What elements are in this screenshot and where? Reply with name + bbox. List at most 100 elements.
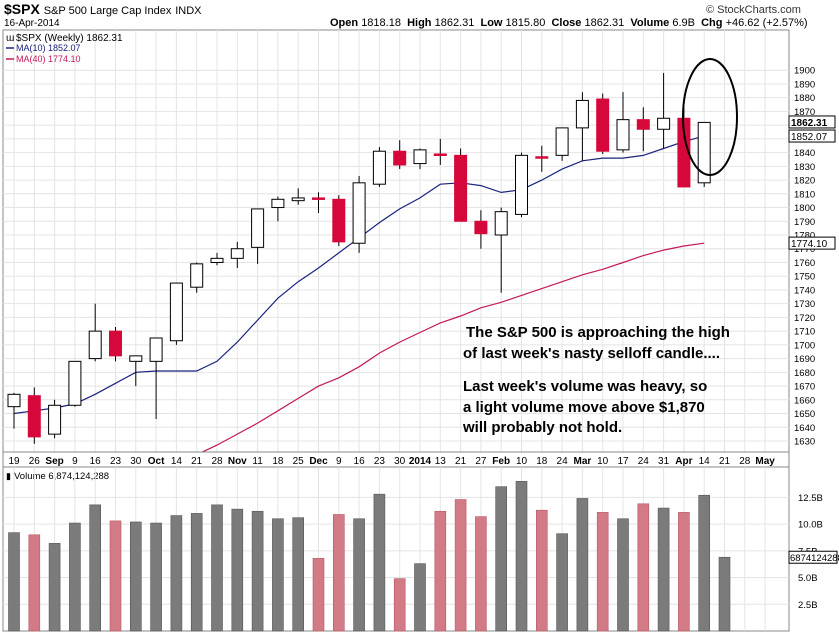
x-tick-label: 21 bbox=[191, 456, 203, 467]
x-tick-label: 21 bbox=[455, 456, 467, 467]
candle bbox=[474, 210, 488, 249]
price-tags: 1862.31 1852.07 1774.10 bbox=[788, 115, 836, 250]
price-tick-label: 1800 bbox=[794, 203, 815, 214]
candle bbox=[230, 241, 244, 268]
volume-bar bbox=[190, 513, 203, 632]
x-tick-label: 16 bbox=[90, 456, 102, 467]
candle bbox=[555, 127, 569, 161]
legend: ɯ $SPX (Weekly) 1862.31 MA(10) 1852.07 M… bbox=[6, 33, 123, 64]
x-tick-label: Apr bbox=[675, 456, 692, 467]
price-gridlines bbox=[3, 30, 789, 452]
annotation-line-1: The S&P 500 is approaching the high bbox=[466, 324, 730, 341]
volume-bar bbox=[475, 516, 487, 632]
candle bbox=[535, 145, 549, 172]
candle-body bbox=[109, 330, 122, 357]
candle-body bbox=[149, 337, 163, 362]
volume-bar bbox=[657, 507, 670, 632]
volume-bar bbox=[698, 494, 711, 632]
x-tick-label: Feb bbox=[492, 456, 510, 467]
annotation-line-4: a light volume move above $1,870 bbox=[463, 399, 705, 416]
volume-bar bbox=[515, 481, 528, 632]
volume-bar bbox=[617, 518, 629, 632]
volume-legend-icon: ▮ bbox=[6, 471, 11, 481]
candle bbox=[251, 208, 265, 264]
volume-bar bbox=[596, 512, 609, 632]
open-value: 1818.18 bbox=[361, 17, 401, 29]
volume-bar bbox=[150, 522, 162, 632]
price-tick-label: 1660 bbox=[794, 395, 815, 406]
candle bbox=[697, 121, 711, 187]
candle-body bbox=[291, 197, 305, 202]
candle bbox=[291, 188, 305, 205]
volume-bar bbox=[332, 514, 345, 632]
symbol-name: S&P 500 Large Cap Index bbox=[43, 5, 172, 17]
x-tick-label: 14 bbox=[699, 456, 711, 467]
x-tick-label: 14 bbox=[171, 456, 183, 467]
ma40-line-group bbox=[196, 242, 705, 456]
candle-body bbox=[474, 220, 488, 235]
x-tick-label: May bbox=[755, 456, 775, 467]
price-tick-label: 1700 bbox=[794, 340, 815, 351]
price-tick-label: 1770 bbox=[794, 244, 815, 255]
candle-body bbox=[575, 99, 589, 129]
legend-price: $SPX (Weekly) 1862.31 bbox=[16, 33, 123, 44]
candle-body bbox=[616, 119, 630, 151]
candle-body bbox=[372, 150, 386, 185]
annotation-line-2: of last week's nasty selloff candle.... bbox=[463, 345, 720, 362]
candle-body bbox=[129, 355, 143, 362]
candle-body bbox=[413, 149, 427, 165]
high-value: 1862.31 bbox=[434, 17, 475, 29]
x-tick-label: 31 bbox=[658, 456, 670, 467]
candle bbox=[312, 192, 325, 214]
chg-value: +46.62 (+2.57%) bbox=[725, 17, 808, 29]
volume-bar bbox=[8, 532, 20, 632]
x-tick-label: Oct bbox=[148, 456, 165, 467]
candle-body bbox=[515, 154, 528, 215]
volume-bar bbox=[130, 521, 142, 632]
x-tick-label: 19 bbox=[8, 456, 20, 467]
volume-bar bbox=[231, 508, 244, 632]
symbol: $SPX bbox=[4, 1, 40, 17]
volume-bar bbox=[272, 518, 284, 632]
price-tick-label: 1740 bbox=[794, 285, 815, 296]
symbol-exchange: INDX bbox=[175, 5, 202, 17]
price-tick-label: 1780 bbox=[794, 231, 815, 242]
candle bbox=[515, 152, 528, 218]
candle bbox=[27, 387, 41, 444]
volume-legend: Volume 6,874,124,288 bbox=[14, 471, 109, 482]
candle bbox=[68, 360, 82, 407]
chart-date: 16-Apr-2014 bbox=[4, 18, 60, 29]
x-tick-label: 9 bbox=[72, 456, 78, 467]
x-tick-label: Sep bbox=[45, 456, 63, 467]
candle-body bbox=[596, 98, 610, 152]
ma40-line bbox=[196, 242, 705, 456]
price-tick-label: 1690 bbox=[794, 354, 815, 365]
price-tag-label: 1852.07 bbox=[791, 132, 828, 143]
volume-tick-label: 12.5B bbox=[798, 493, 823, 504]
candle-body bbox=[657, 117, 671, 130]
price-tick-label: 1900 bbox=[794, 66, 815, 77]
x-tick-label: 17 bbox=[617, 456, 629, 467]
candle bbox=[494, 207, 508, 293]
price-panel bbox=[2, 29, 790, 453]
x-tick-label: 30 bbox=[394, 456, 406, 467]
candle bbox=[454, 148, 468, 222]
x-tick-label: 18 bbox=[536, 456, 548, 467]
annotation: The S&P 500 is approaching the high of l… bbox=[462, 324, 730, 436]
x-tick-label: 21 bbox=[719, 456, 731, 467]
volume-bar bbox=[353, 518, 365, 632]
x-tick-label: 26 bbox=[29, 456, 41, 467]
x-tick-label: 18 bbox=[272, 456, 284, 467]
candle-body bbox=[454, 154, 468, 222]
price-tick-label: 1810 bbox=[794, 189, 815, 200]
candle-body bbox=[27, 395, 41, 438]
open-label: Open bbox=[330, 17, 359, 29]
price-tick-label: 1680 bbox=[794, 368, 815, 379]
candle bbox=[48, 399, 62, 439]
x-tick-label: 13 bbox=[435, 456, 447, 467]
volume-value: 6.9B bbox=[672, 17, 695, 29]
volume-bar bbox=[678, 512, 690, 632]
candle-body bbox=[697, 121, 711, 184]
candle-body bbox=[535, 156, 549, 159]
price-tick-label: 1870 bbox=[794, 107, 815, 118]
